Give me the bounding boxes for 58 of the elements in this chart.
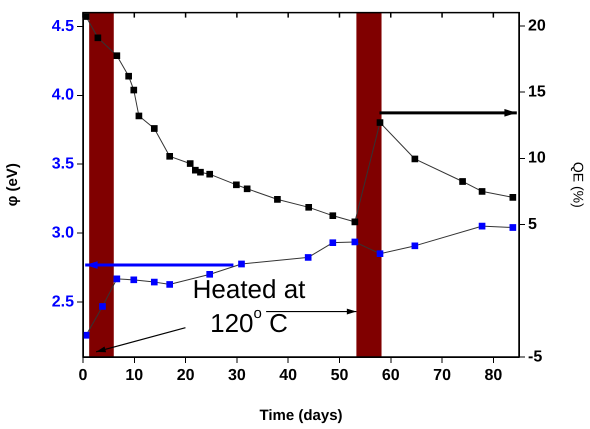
y2-tick-label: -5 [528,348,542,366]
x-tick-label: 40 [279,367,298,384]
x-tick-label: 60 [382,367,400,384]
point [150,125,158,132]
point [125,72,132,80]
point [376,250,384,258]
point [114,276,120,282]
y-tick-label: 3.0 [52,224,74,242]
point [94,34,102,42]
point [233,181,240,188]
x-tick-label: 30 [228,367,246,384]
point [510,224,516,231]
point [329,239,336,246]
point [412,156,418,162]
point [130,276,138,284]
x-tick-label: 80 [484,367,502,384]
point [274,196,281,203]
x-tick-label: 70 [433,367,452,384]
point [206,170,214,178]
y2-tick-label: 10 [528,150,546,167]
point [166,152,174,160]
point [305,204,312,211]
y2-tick-label: 20 [528,17,546,34]
x-axis-title: Time (days) [259,407,343,424]
point [352,218,358,226]
point [114,52,120,59]
x-tick-label: 50 [330,367,348,384]
x-tick-label: 0 [78,367,88,384]
point [376,119,384,126]
y2-axis-title: QE (%) [570,162,587,208]
annotation: Heated at 120$^{o}$ C [192,273,306,340]
point [352,238,358,246]
point [206,271,214,278]
point [329,212,336,219]
point [150,278,158,286]
point [99,303,106,310]
point [478,222,486,230]
point [136,112,142,120]
x-tick-label: 20 [176,367,195,384]
y-tick-label: 3.5 [52,156,74,173]
point [459,178,466,185]
point [238,260,245,268]
point [244,185,250,192]
x-tick-label: 10 [125,367,144,384]
y2-tick-label: 5 [528,216,537,233]
point [166,281,174,288]
point [130,86,138,94]
y-tick-label: 4.5 [52,18,74,35]
point [510,194,516,201]
y-tick-label: 4.0 [52,86,74,104]
point [304,254,312,261]
y-tick-label: 2.5 [52,293,74,310]
point [186,160,194,167]
point [197,168,204,176]
point [412,242,418,250]
y2-tick-label: 15 [528,83,546,100]
point [478,188,486,195]
y-axis-title: φ (eV) [4,163,22,206]
